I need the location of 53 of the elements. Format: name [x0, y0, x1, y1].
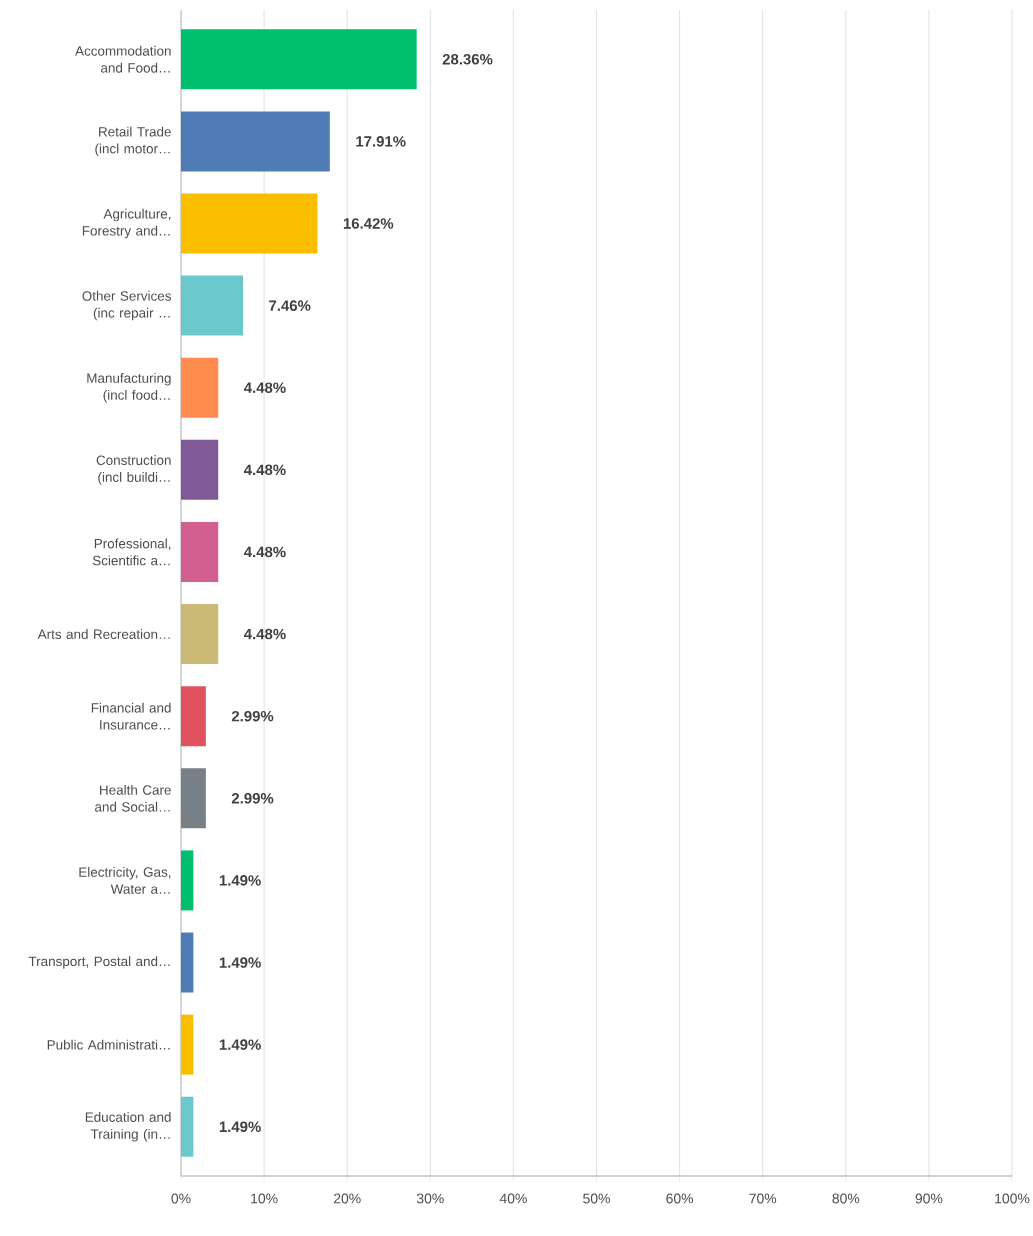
- data-label: 17.91%: [356, 136, 406, 147]
- y-tick-label: Agriculture, Forestry and…: [82, 208, 171, 239]
- y-tick-label: Retail Trade (incl motor…: [95, 126, 171, 157]
- data-label: 28.36%: [442, 53, 493, 65]
- y-tick-label: Professional, Scientific a…: [92, 538, 171, 566]
- data-label: 16.42%: [343, 218, 394, 229]
- bar: [180, 1014, 194, 1075]
- bar: [180, 768, 206, 829]
- data-label: 1.49%: [219, 1121, 261, 1133]
- bar: [180, 193, 318, 254]
- x-tick-label: 50%: [583, 1193, 610, 1204]
- bar: [180, 29, 417, 90]
- bar: [180, 111, 330, 172]
- bar: [180, 932, 194, 993]
- y-tick-label: Other Services (inc repair …: [82, 290, 171, 321]
- x-tick-label: 90%: [915, 1193, 943, 1204]
- bar: [180, 850, 194, 911]
- x-tick-label: 60%: [666, 1193, 693, 1204]
- x-tick-label: 70%: [749, 1193, 777, 1204]
- x-tick-label: 80%: [832, 1193, 860, 1204]
- data-label: 4.48%: [243, 382, 286, 394]
- data-label: 1.49%: [219, 1039, 261, 1050]
- data-label: 2.99%: [231, 793, 274, 804]
- x-tick-label: 0%: [171, 1193, 191, 1204]
- y-tick-label: Public Administrati…: [47, 1039, 170, 1050]
- y-tick-label: Health Care and Social…: [94, 784, 171, 812]
- x-tick-label: 20%: [333, 1193, 361, 1204]
- bar: [180, 686, 206, 747]
- bar: [180, 439, 219, 500]
- bar: [180, 275, 243, 336]
- bar: [180, 521, 219, 582]
- y-tick-label: Financial and Insurance…: [91, 702, 171, 730]
- y-tick-label: Electricity, Gas, Water a…: [79, 866, 171, 894]
- data-label: 1.49%: [219, 957, 261, 968]
- data-label: 2.99%: [231, 710, 274, 722]
- y-tick-label: Arts and Recreation…: [37, 629, 170, 639]
- x-tick-label: 40%: [499, 1193, 527, 1204]
- bar: [180, 357, 219, 418]
- data-label: 4.48%: [243, 464, 286, 476]
- x-tick-label: 100%: [995, 1193, 1030, 1204]
- y-tick-label: Manufacturing (incl food…: [87, 372, 171, 403]
- data-label: 1.49%: [219, 875, 261, 886]
- x-tick-label: 10%: [251, 1193, 278, 1204]
- x-tick-label: 30%: [416, 1193, 444, 1204]
- bar: [180, 1096, 194, 1157]
- data-label: 7.46%: [269, 300, 311, 311]
- y-tick-label: Construction (incl buildi…: [96, 455, 171, 485]
- y-tick-label: Transport, Postal and…: [28, 956, 170, 969]
- y-tick-label: Education and Training (in…: [85, 1112, 171, 1142]
- data-label: 4.48%: [243, 628, 286, 640]
- bar: [180, 604, 219, 665]
- data-label: 4.48%: [243, 546, 286, 558]
- y-tick-label: Accommodation and Food…: [75, 45, 171, 73]
